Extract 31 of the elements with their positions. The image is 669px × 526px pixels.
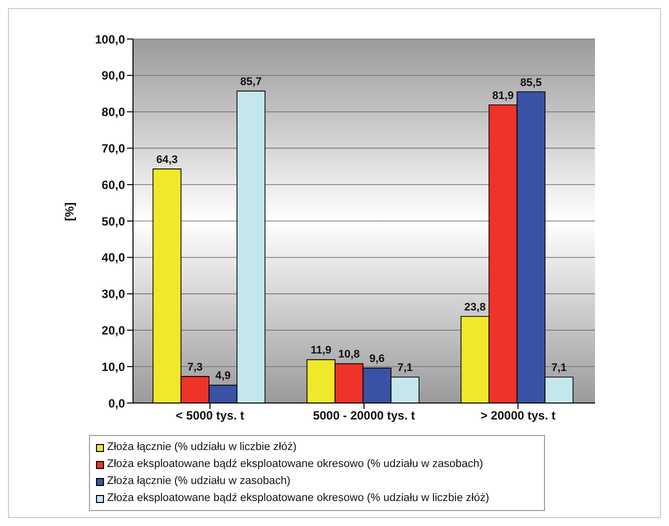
- data-label: 10,8: [338, 348, 360, 361]
- data-label: 7,3: [187, 361, 203, 374]
- data-label: 81,9: [492, 90, 514, 102]
- data-label: 64,3: [156, 154, 178, 166]
- y-tick-label: 100,0: [94, 32, 126, 46]
- x-tick-label: 5000 - 20000 tys. t: [312, 408, 416, 423]
- legend-label: Złoża łącznie (% udziału w zasobach): [107, 474, 290, 489]
- y-tick-label: 0,0: [108, 396, 126, 410]
- y-tick-label: 30,0: [102, 287, 126, 302]
- x-tick-label: > 20000 tys. t: [480, 408, 556, 423]
- x-tick-label: < 5000 tys. t: [176, 408, 244, 423]
- legend-label: Złoża łącznie (% udziału w liczbie złóż): [107, 440, 297, 455]
- y-tick-label: 20,0: [102, 323, 126, 338]
- data-label: 4,9: [215, 370, 231, 382]
- data-label: 7,1: [397, 362, 413, 374]
- data-label: 85,7: [240, 76, 262, 88]
- y-tick-label: 50,0: [102, 214, 126, 228]
- data-label: 11,9: [310, 344, 332, 357]
- data-label: 85,5: [520, 76, 542, 89]
- y-axis-title: [%]: [62, 202, 76, 221]
- y-tick-label: 60,0: [102, 178, 126, 192]
- y-tick-label: 70,0: [102, 141, 126, 156]
- data-label: 9,6: [369, 353, 385, 366]
- y-tick-label: 80,0: [102, 105, 126, 120]
- legend-label: Złoża eksploatowane bądź eksploatowane okresowo (% udziału w liczbie złóż): [107, 491, 490, 506]
- y-tick-label: 40,0: [102, 250, 126, 265]
- y-tick-label: 10,0: [102, 360, 126, 374]
- y-tick-label: 90,0: [102, 68, 126, 83]
- data-label: 7,1: [551, 362, 567, 374]
- legend-label: Złoża eksploatowane bądź eksploatowane okresowo (% udziału w zasobach): [107, 457, 484, 472]
- data-label: 23,8: [464, 301, 486, 314]
